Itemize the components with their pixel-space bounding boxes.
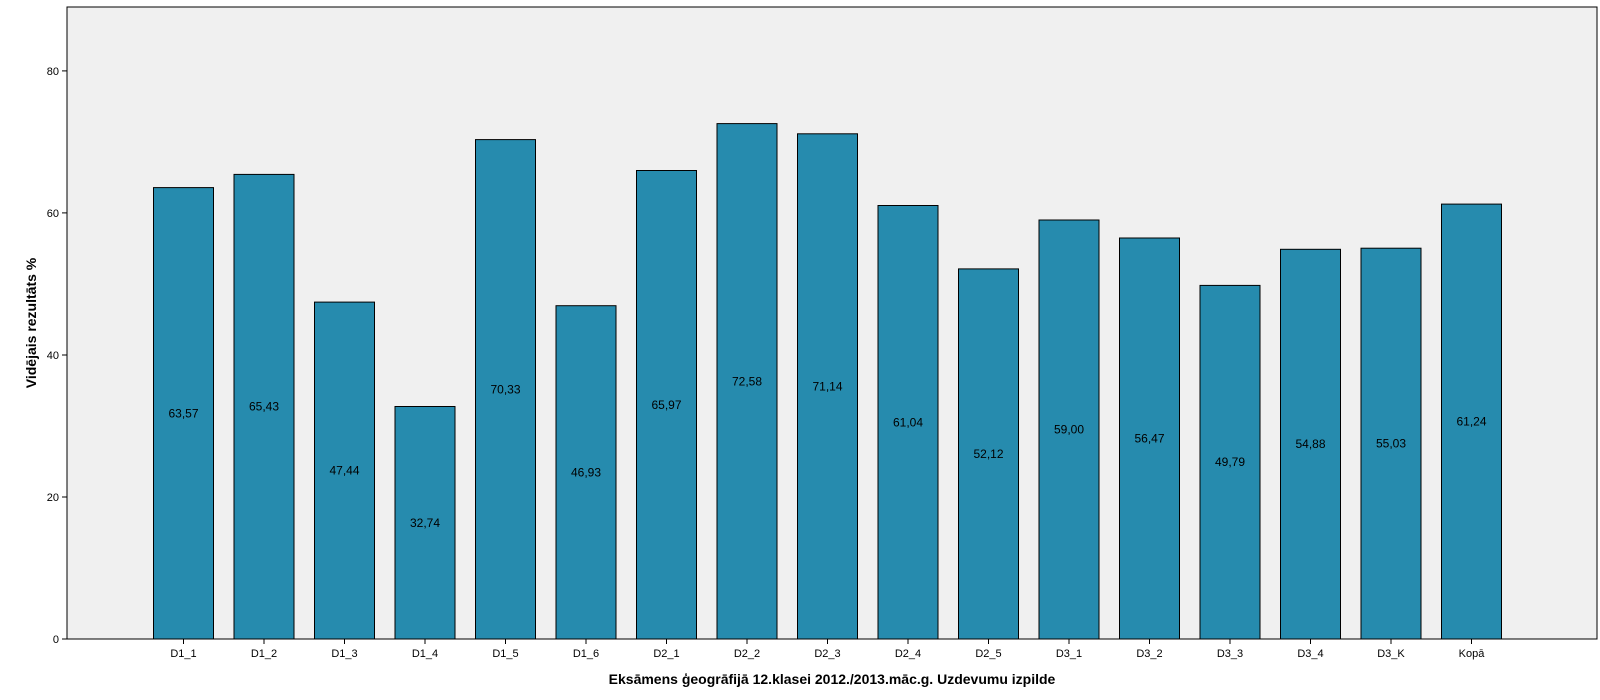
data-label-D3_4: 54,88	[1295, 437, 1325, 451]
y-tick-label-0: 0	[53, 634, 59, 646]
x-axis: D1_1 D1_2 D1_3 D1_4 D1_5 D1_6 D2_1 D2_2 D2_3 D2_4…	[67, 638, 1597, 660]
y-tick-label-40: 40	[47, 350, 59, 362]
x-tick-label-D2_4: D2_4	[895, 648, 921, 660]
data-label-D1_3: 47,44	[329, 464, 359, 478]
x-tick-label-D3_2: D3_2	[1136, 648, 1162, 660]
y-tick-label-20: 20	[47, 492, 59, 504]
x-tick-label-D1_1: D1_1	[170, 648, 196, 660]
bar-D2_1	[636, 170, 697, 640]
y-axis-title: Vidējais rezultāts %	[23, 257, 39, 388]
x-tick-label-D2_3: D2_3	[814, 648, 840, 660]
bar-D3_3	[1199, 284, 1261, 640]
data-label-D1_1: 63,57	[168, 406, 198, 420]
x-tick-label-D3_3: D3_3	[1217, 648, 1243, 660]
x-tick-label-D2_1: D2_1	[653, 648, 679, 660]
bar-D2_3	[797, 133, 858, 640]
data-label-D1_4: 32,74	[410, 516, 440, 530]
data-label-D2_1: 65,97	[651, 398, 681, 412]
data-label-D2_5: 52,12	[973, 447, 1003, 461]
x-tick-label-D1_6: D1_6	[573, 648, 599, 660]
bar-D1_1	[153, 187, 214, 640]
bar-D1_4	[394, 406, 456, 640]
data-label-Kopā: 61,24	[1456, 415, 1486, 429]
x-axis-title: Eksāmens ģeogrāfijā 12.klasei 2012./2013…	[609, 671, 1056, 687]
x-tick-label-D1_4: D1_4	[412, 648, 438, 660]
bar-D3_K	[1360, 247, 1422, 640]
y-tick-label-60: 60	[47, 208, 59, 220]
x-tick-label-D2_2: D2_2	[734, 648, 760, 660]
bar-D2_4	[877, 205, 939, 640]
bar-Kopā	[1441, 203, 1502, 640]
data-label-D1_6: 46,93	[571, 465, 601, 479]
data-label-D1_5: 70,33	[490, 382, 520, 396]
x-tick-label-Kopā: Kopā	[1459, 648, 1486, 660]
data-labels-group: 63,57 65,43 47,44 32,74 70,33 46,93 65,97 72,58…	[168, 374, 1486, 530]
x-tick-label-D3_4: D3_4	[1297, 648, 1323, 660]
bar-D3_4	[1280, 248, 1341, 640]
bar-D3_2	[1119, 237, 1180, 640]
data-label-D1_2: 65,43	[249, 400, 279, 414]
x-tick-label-D1_2: D1_2	[251, 648, 277, 660]
x-tick-label-D3_1: D3_1	[1056, 648, 1082, 660]
x-tick-label-D1_5: D1_5	[492, 648, 518, 660]
y-axis: 0 20 40 60 80	[47, 7, 68, 646]
bar-D1_2	[233, 173, 295, 640]
data-label-D3_3: 49,79	[1215, 455, 1245, 469]
bar-D3_1	[1038, 219, 1100, 640]
data-label-D3_1: 59,00	[1054, 423, 1084, 437]
data-label-D3_2: 56,47	[1134, 432, 1164, 446]
y-tick-label-80: 80	[47, 66, 59, 78]
bar-D1_3	[314, 301, 375, 640]
bar-D2_5	[958, 268, 1019, 640]
bars-group	[153, 123, 1502, 640]
data-label-D3_K: 55,03	[1376, 437, 1406, 451]
x-tick-label-D2_5: D2_5	[975, 648, 1001, 660]
data-label-D2_2: 72,58	[732, 374, 762, 388]
data-label-D2_4: 61,04	[893, 415, 923, 429]
data-label-D2_3: 71,14	[812, 379, 842, 393]
bar-D1_5	[475, 139, 536, 640]
x-tick-label-D3_K: D3_K	[1377, 648, 1405, 660]
x-tick-label-D1_3: D1_3	[331, 648, 357, 660]
